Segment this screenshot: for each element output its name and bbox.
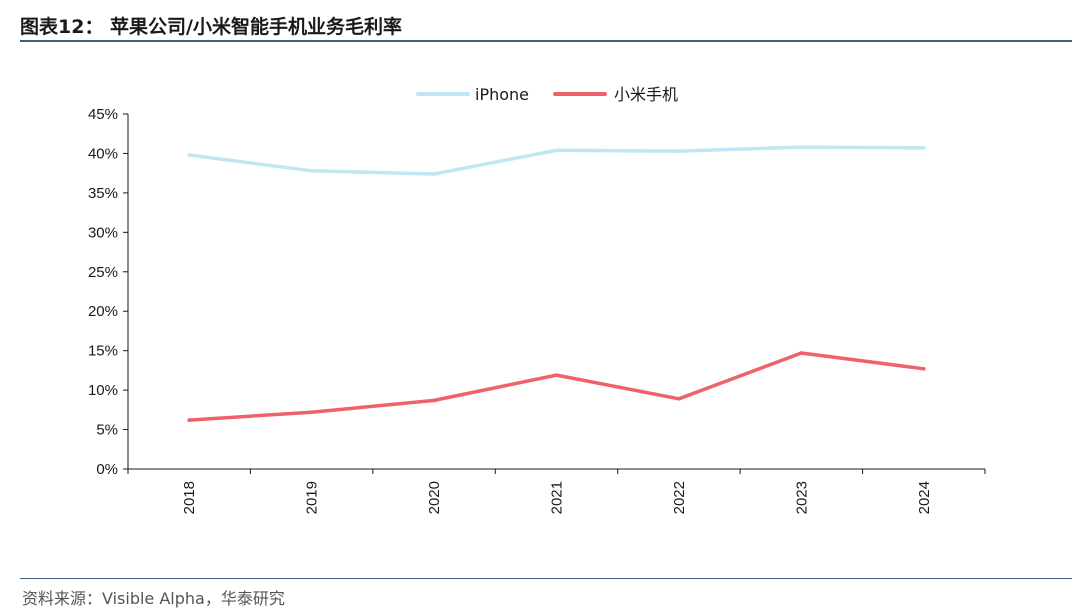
- y-tick-label: 35%: [88, 185, 118, 202]
- x-tick-label: 2021: [549, 481, 566, 514]
- data-point: [921, 367, 926, 371]
- x-tick-label: 2019: [304, 481, 321, 514]
- source-divider: [20, 578, 1072, 579]
- data-point: [187, 418, 192, 422]
- x-tick-label: 2022: [671, 481, 688, 514]
- title-divider: [20, 40, 1072, 42]
- data-point: [677, 396, 681, 401]
- x-tick-label: 2020: [426, 481, 443, 514]
- x-tick-label: 2024: [916, 481, 933, 514]
- data-point: [187, 153, 192, 157]
- legend-label-iphone: iPhone: [475, 85, 529, 104]
- x-tick-label: 2023: [793, 481, 810, 514]
- y-tick-label: 25%: [88, 264, 118, 281]
- data-point: [309, 410, 314, 415]
- series-line-xiaomi: [187, 351, 926, 422]
- source-note: 资料来源：Visible Alpha，华泰研究: [22, 589, 285, 608]
- data-point: [554, 148, 559, 153]
- y-tick-label: 30%: [88, 224, 118, 241]
- x-tick-label: 2018: [181, 481, 198, 514]
- data-point: [309, 169, 314, 173]
- legend-label-xiaomi: 小米手机: [614, 85, 678, 104]
- y-tick-label: 0%: [96, 461, 118, 478]
- y-tick-label: 20%: [88, 303, 118, 320]
- data-point: [677, 149, 681, 153]
- data-point: [799, 351, 804, 355]
- y-tick-label: 10%: [88, 382, 118, 399]
- data-point: [432, 398, 436, 403]
- data-point: [799, 145, 804, 149]
- y-tick-label: 40%: [88, 145, 118, 162]
- chart-title: 图表12： 苹果公司/小米智能手机业务毛利率: [20, 16, 402, 38]
- data-point: [921, 146, 926, 150]
- data-point: [432, 172, 436, 176]
- y-tick-label: 45%: [88, 106, 118, 123]
- series-layer: [187, 145, 926, 422]
- y-tick-label: 15%: [88, 343, 118, 360]
- x-axis: 2018 2019 2020 2021 2022 2023 2024: [127, 468, 986, 514]
- y-tick-label: 5%: [96, 422, 118, 439]
- chart-legend: iPhone 小米手机: [416, 85, 678, 104]
- y-axis: 0% 5% 10% 15% 20% 25% 30% 35% 40% 45%: [88, 106, 129, 478]
- data-point: [554, 373, 559, 377]
